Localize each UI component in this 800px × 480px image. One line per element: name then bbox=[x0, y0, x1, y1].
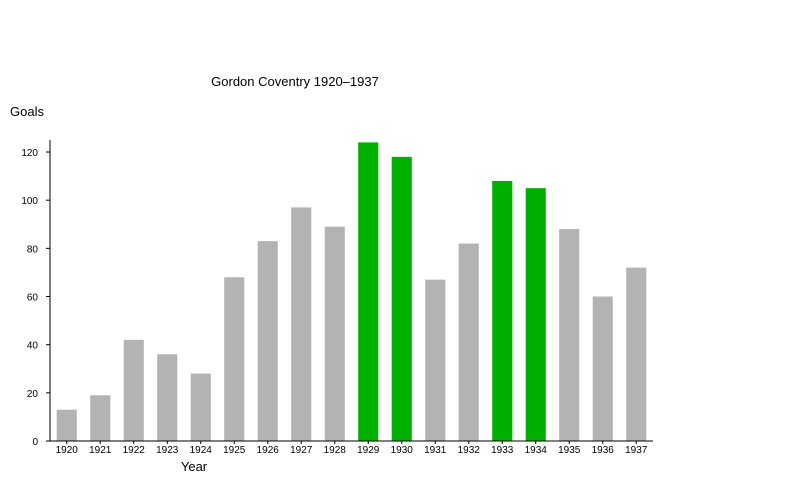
y-tick-label: 120 bbox=[21, 148, 38, 159]
bar-1934 bbox=[525, 188, 546, 441]
x-tick-label: 1932 bbox=[458, 445, 481, 456]
chart-title: Gordon Coventry 1920–1937 bbox=[211, 74, 379, 89]
bar-1932 bbox=[458, 243, 479, 441]
x-tick-label: 1937 bbox=[625, 445, 648, 456]
x-tick-label: 1927 bbox=[290, 445, 313, 456]
bar-1929 bbox=[358, 142, 379, 441]
y-tick-label: 60 bbox=[27, 293, 39, 304]
x-tick-label: 1924 bbox=[190, 445, 213, 456]
y-tick-label: 80 bbox=[27, 244, 39, 255]
y-tick-label: 100 bbox=[21, 196, 38, 207]
x-tick-label: 1936 bbox=[592, 445, 615, 456]
x-tick-label: 1930 bbox=[391, 445, 414, 456]
bar-1933 bbox=[492, 180, 513, 441]
x-tick-label: 1935 bbox=[558, 445, 581, 456]
x-tick-label: 1923 bbox=[156, 445, 179, 456]
bar-1935 bbox=[559, 229, 580, 441]
y-tick-label: 20 bbox=[27, 389, 39, 400]
x-tick-label: 1934 bbox=[525, 445, 548, 456]
bar-1923 bbox=[157, 354, 178, 441]
x-tick-label: 1931 bbox=[424, 445, 447, 456]
x-tick-label: 1925 bbox=[223, 445, 246, 456]
x-axis-label: Year bbox=[181, 459, 208, 474]
bar-1930 bbox=[391, 156, 412, 441]
bar-1922 bbox=[123, 339, 144, 441]
x-tick-label: 1922 bbox=[123, 445, 146, 456]
x-tick-label: 1921 bbox=[89, 445, 112, 456]
y-axis-label: Goals bbox=[10, 104, 44, 119]
bars-group bbox=[56, 142, 647, 441]
bar-1931 bbox=[425, 279, 446, 441]
bar-1925 bbox=[224, 277, 245, 441]
y-axis: 0 20 40 60 80 100 120 bbox=[21, 148, 50, 448]
bar-1928 bbox=[324, 226, 345, 441]
x-tick-label: 1933 bbox=[491, 445, 514, 456]
x-tick-label: 1926 bbox=[257, 445, 280, 456]
bar-1937 bbox=[626, 267, 647, 441]
x-axis: 1920 1921 1922 1923 1924 1925 1926 1927 1928 1929… bbox=[56, 441, 648, 456]
x-tick-label: 1920 bbox=[56, 445, 79, 456]
x-tick-label: 1928 bbox=[324, 445, 347, 456]
bar-1924 bbox=[190, 373, 211, 441]
y-tick-label: 40 bbox=[27, 341, 39, 352]
bar-1921 bbox=[90, 395, 111, 441]
x-tick-label: 1929 bbox=[357, 445, 380, 456]
y-tick-label: 0 bbox=[32, 437, 38, 448]
bar-1926 bbox=[257, 241, 278, 441]
bar-1920 bbox=[56, 409, 77, 441]
bar-1927 bbox=[291, 207, 312, 441]
bar-1936 bbox=[592, 296, 613, 441]
